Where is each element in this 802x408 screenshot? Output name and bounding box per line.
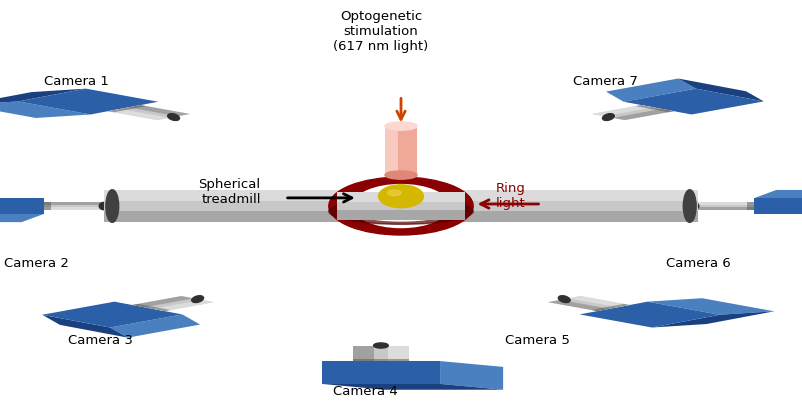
Polygon shape xyxy=(337,192,465,220)
Polygon shape xyxy=(313,190,489,222)
Polygon shape xyxy=(110,315,200,338)
Polygon shape xyxy=(592,105,654,116)
Polygon shape xyxy=(0,102,91,118)
Polygon shape xyxy=(43,315,128,338)
Polygon shape xyxy=(548,300,610,311)
Text: Camera 3: Camera 3 xyxy=(68,334,132,347)
Polygon shape xyxy=(132,296,193,307)
Polygon shape xyxy=(624,89,764,115)
Polygon shape xyxy=(440,361,503,390)
Ellipse shape xyxy=(106,190,119,222)
Polygon shape xyxy=(353,359,409,361)
Polygon shape xyxy=(44,202,51,210)
Ellipse shape xyxy=(353,184,449,228)
Text: Camera 7: Camera 7 xyxy=(573,75,638,88)
Ellipse shape xyxy=(192,296,204,302)
Polygon shape xyxy=(694,202,754,205)
Polygon shape xyxy=(108,109,169,120)
Polygon shape xyxy=(647,298,774,315)
Polygon shape xyxy=(18,89,158,115)
Polygon shape xyxy=(592,105,674,120)
Ellipse shape xyxy=(683,190,696,222)
Polygon shape xyxy=(754,198,802,214)
Ellipse shape xyxy=(385,171,417,179)
Text: Ring
light: Ring light xyxy=(496,182,525,210)
Polygon shape xyxy=(569,296,630,307)
Polygon shape xyxy=(694,207,754,210)
Polygon shape xyxy=(132,296,214,311)
Ellipse shape xyxy=(329,198,473,224)
Polygon shape xyxy=(580,302,719,328)
Polygon shape xyxy=(754,190,802,198)
Polygon shape xyxy=(132,304,171,311)
Polygon shape xyxy=(313,190,489,201)
Text: Camera 1: Camera 1 xyxy=(44,75,108,88)
Polygon shape xyxy=(385,126,398,175)
Text: Optogenetic
stimulation
(617 nm light): Optogenetic stimulation (617 nm light) xyxy=(334,10,428,53)
Ellipse shape xyxy=(558,296,570,302)
Ellipse shape xyxy=(379,185,423,208)
Polygon shape xyxy=(43,302,182,328)
Ellipse shape xyxy=(385,122,417,130)
Text: Spherical
treadmill: Spherical treadmill xyxy=(199,178,261,206)
Polygon shape xyxy=(652,311,774,328)
Polygon shape xyxy=(322,361,440,384)
Polygon shape xyxy=(108,105,147,112)
Polygon shape xyxy=(606,78,696,102)
Ellipse shape xyxy=(168,114,180,120)
Polygon shape xyxy=(353,346,374,361)
Polygon shape xyxy=(337,192,465,202)
Text: Camera 6: Camera 6 xyxy=(666,257,731,270)
Ellipse shape xyxy=(99,202,109,210)
Polygon shape xyxy=(322,384,503,390)
Polygon shape xyxy=(694,202,754,210)
Polygon shape xyxy=(104,190,698,201)
Ellipse shape xyxy=(374,343,388,348)
Polygon shape xyxy=(388,346,409,361)
Polygon shape xyxy=(104,211,698,222)
Polygon shape xyxy=(313,211,489,222)
Polygon shape xyxy=(0,198,44,214)
Text: Camera 2: Camera 2 xyxy=(4,257,69,270)
Polygon shape xyxy=(44,202,104,210)
Polygon shape xyxy=(678,78,764,102)
Polygon shape xyxy=(128,105,190,116)
Polygon shape xyxy=(385,126,417,175)
Polygon shape xyxy=(591,304,630,311)
Polygon shape xyxy=(108,105,190,120)
Polygon shape xyxy=(747,202,754,210)
Polygon shape xyxy=(152,300,214,311)
Ellipse shape xyxy=(387,190,401,196)
Polygon shape xyxy=(0,89,86,105)
Polygon shape xyxy=(337,210,465,220)
Text: Camera 5: Camera 5 xyxy=(505,334,569,347)
Polygon shape xyxy=(353,346,409,361)
Ellipse shape xyxy=(353,202,449,221)
Polygon shape xyxy=(613,109,674,120)
Ellipse shape xyxy=(602,114,614,120)
Polygon shape xyxy=(104,190,698,222)
Polygon shape xyxy=(635,105,674,112)
Polygon shape xyxy=(44,207,104,210)
Polygon shape xyxy=(44,202,104,205)
Polygon shape xyxy=(0,214,44,222)
Ellipse shape xyxy=(329,177,473,235)
Text: Camera 4: Camera 4 xyxy=(333,385,397,398)
Ellipse shape xyxy=(689,202,699,210)
Polygon shape xyxy=(548,296,630,311)
